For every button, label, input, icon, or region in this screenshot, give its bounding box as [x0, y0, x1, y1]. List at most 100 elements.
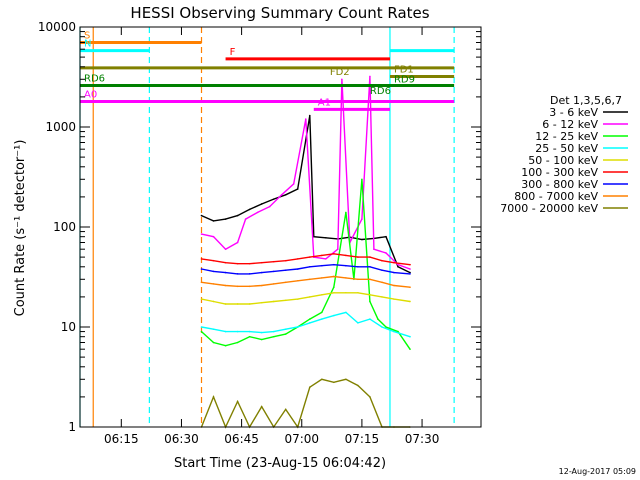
series-0-point-5 [260, 203, 263, 205]
series-0-point-10 [312, 235, 315, 238]
series-0-point-3 [236, 214, 239, 217]
series-4-point-8 [296, 298, 299, 300]
legend-label-7: 800 - 7000 keV [514, 190, 598, 203]
series-4-point-14 [369, 293, 371, 296]
series-1-point-17 [373, 248, 375, 250]
series-6-point-11 [333, 263, 335, 266]
series-8-point-7 [284, 408, 287, 411]
series-0-point-9 [308, 114, 311, 117]
series-5-point-16 [393, 261, 395, 264]
series-2-point-11 [333, 286, 335, 289]
series-3-point-8 [296, 326, 299, 328]
series-3-point-14 [369, 318, 371, 320]
series-line-1 [201, 76, 411, 270]
legend-label-0: 3 - 6 keV [549, 106, 598, 119]
chart-title-group: HESSI Observing Summary Count Rates [130, 4, 429, 22]
series-4-point-4 [248, 303, 251, 305]
series-3-point-17 [409, 335, 411, 338]
series-3-point-3 [236, 330, 239, 333]
bar-label-1: RD6 [370, 86, 391, 97]
series-0-point-11 [325, 236, 327, 239]
series-8-point-5 [260, 405, 263, 408]
series-2-point-5 [260, 338, 263, 341]
series-5-point-17 [409, 263, 411, 266]
series-3-point-7 [284, 328, 287, 331]
series-1-point-15 [361, 218, 363, 220]
series-7-point-17 [409, 286, 411, 289]
series-1-point-3 [236, 241, 239, 244]
x-tick-label-1: 06:30 [164, 432, 199, 446]
series-2-point-9 [308, 318, 311, 320]
series-3-point-1 [212, 328, 215, 331]
series-2-point-10 [321, 311, 323, 314]
series-1-point-13 [341, 78, 343, 81]
series-5-point-8 [296, 258, 299, 260]
axes: 06:15 06:30 06:45 07:00 07:15 07:30 1 10 100 1000… [38, 20, 482, 446]
series-7-point-6 [272, 283, 275, 285]
series-2-point-7 [284, 333, 287, 335]
y-axis-label: Count Rate (s⁻¹ detector⁻¹) [13, 140, 28, 317]
legend-label-3: 25 - 50 keV [535, 142, 598, 155]
series-2-point-19 [409, 348, 411, 350]
series-5-point-7 [284, 259, 287, 262]
series-3-point-9 [308, 322, 311, 324]
flag-label-6: RD6 [84, 74, 105, 85]
series-6-point-9 [308, 265, 311, 268]
series-8-point-12 [345, 378, 347, 381]
series-1-point-18 [385, 252, 387, 254]
y-tick-label-1: 10 [61, 320, 76, 334]
series-3-point-16 [393, 330, 395, 333]
series-7-point-3 [236, 285, 239, 288]
series-3-point-12 [345, 311, 347, 314]
series-6-point-1 [212, 270, 215, 273]
series-4-point-7 [284, 299, 287, 302]
series-lines [200, 75, 411, 429]
flag-label-5: FD1 [394, 64, 414, 75]
bar-label-2: RD9 [394, 74, 415, 85]
series-4-point-12 [345, 291, 347, 294]
series-3-point-13 [357, 322, 359, 324]
series-6-point-13 [357, 265, 359, 268]
series-4-point-6 [272, 300, 275, 303]
series-3-point-6 [272, 330, 275, 333]
series-6-point-5 [260, 271, 263, 274]
series-1-point-12 [337, 248, 339, 250]
series-8-point-14 [369, 396, 371, 398]
series-2-point-12 [345, 211, 347, 214]
series-5-point-14 [369, 256, 371, 258]
legend-label-2: 12 - 25 keV [535, 130, 598, 143]
series-4-point-11 [333, 291, 335, 294]
series-3-point-2 [224, 330, 227, 333]
series-6-point-2 [224, 271, 227, 274]
series-2-point-17 [385, 326, 387, 328]
series-line-4 [201, 292, 411, 305]
series-0-point-14 [361, 238, 363, 241]
series-3-point-11 [333, 314, 335, 317]
series-1-point-5 [256, 211, 259, 214]
series-5-point-10 [321, 254, 323, 257]
series-1-point-9 [304, 118, 307, 120]
series-2-point-3 [236, 341, 239, 344]
series-1-point-11 [325, 258, 327, 260]
series-line-8 [200, 378, 410, 429]
series-7-point-16 [393, 284, 395, 287]
series-6-point-8 [296, 268, 299, 270]
series-5-point-2 [224, 261, 227, 264]
series-0-point-7 [284, 193, 287, 196]
legend-label-8: 7000 - 20000 keV [500, 202, 598, 215]
series-7-point-1 [212, 283, 215, 285]
series-5-point-0 [200, 258, 203, 260]
series-0-point-17 [397, 265, 399, 268]
y-tick-label-0: 1 [68, 420, 76, 434]
series-1-point-7 [280, 193, 283, 196]
series-6-point-17 [409, 273, 411, 275]
series-7-point-0 [200, 281, 203, 284]
chart-title: HESSI Observing Summary Count Rates [130, 4, 429, 22]
flag-label-0: S [84, 30, 90, 41]
flag-label-1: N [84, 39, 91, 50]
series-7-point-4 [248, 285, 251, 288]
series-1-point-4 [244, 218, 247, 220]
x-tick-label-0: 06:15 [104, 432, 139, 446]
series-5-point-6 [272, 260, 275, 263]
series-2-point-4 [248, 335, 251, 338]
